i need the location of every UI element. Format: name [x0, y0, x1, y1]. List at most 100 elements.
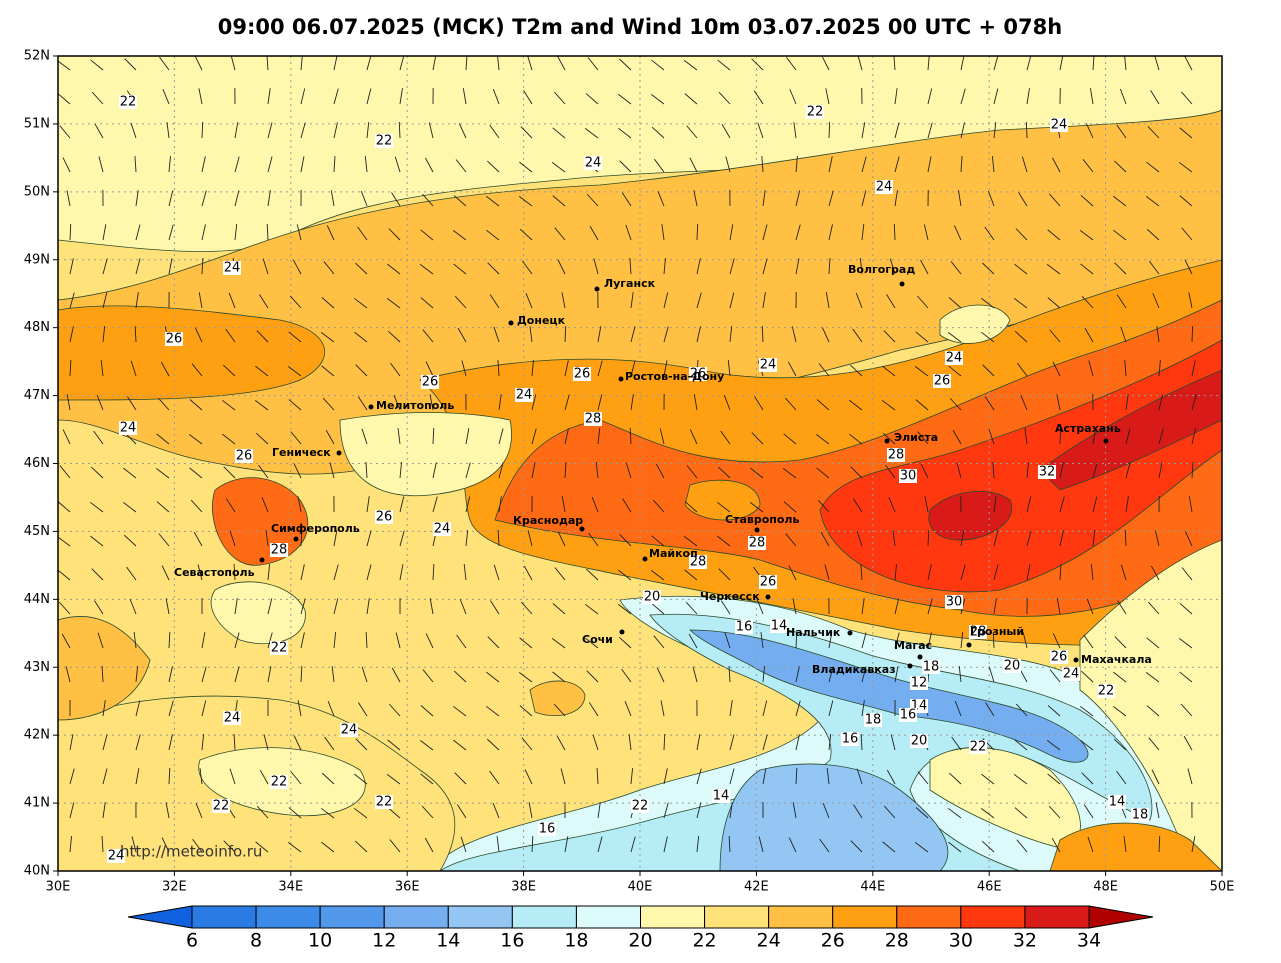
- wind-barb: [69, 292, 75, 309]
- contour-label: 20: [911, 734, 928, 749]
- wind-barb: [852, 328, 863, 343]
- wind-barb: [993, 564, 999, 581]
- wind-barb: [198, 88, 203, 105]
- wind-barb: [762, 768, 767, 785]
- wind-barb: [398, 121, 401, 139]
- city-dot: [966, 642, 972, 648]
- city-dot: [259, 557, 265, 563]
- wind-barb: [760, 632, 764, 649]
- wind-barb: [696, 768, 702, 785]
- wind-barb: [354, 773, 368, 785]
- wind-barb: [1015, 228, 1028, 241]
- wind-barb: [492, 88, 500, 105]
- wind-barb: [956, 462, 962, 479]
- wind-barb: [234, 598, 238, 615]
- contour-label: 16: [842, 732, 859, 747]
- wind-barb: [1150, 90, 1160, 105]
- contour-label-bg: [910, 676, 928, 690]
- wind-barb: [1116, 770, 1127, 785]
- wind-barb: [618, 127, 632, 139]
- wind-barb: [1081, 295, 1094, 309]
- wind-barb: [94, 123, 104, 139]
- wind-barb: [729, 802, 733, 819]
- wind-barb: [1114, 160, 1127, 173]
- wind-barb: [1080, 705, 1094, 717]
- wind-barb: [729, 700, 733, 717]
- wind-barb: [1013, 774, 1028, 785]
- contour-label: 14: [771, 619, 788, 634]
- contour-label-bg: [1050, 118, 1068, 132]
- colorbar-box: [768, 905, 834, 929]
- wind-barb: [168, 767, 171, 785]
- wind-barb: [168, 190, 174, 207]
- wind-barb: [950, 261, 962, 275]
- wind-barb: [795, 767, 798, 785]
- wind-barb: [300, 122, 306, 139]
- wind-barb: [856, 530, 863, 547]
- wind-barb: [754, 396, 764, 411]
- wind-barb: [651, 535, 665, 547]
- wind-barb: [653, 635, 665, 649]
- wind-barb: [1125, 496, 1129, 513]
- wind-barb: [795, 156, 798, 173]
- wind-barb: [894, 122, 900, 139]
- wind-barb: [1145, 195, 1160, 207]
- wind-barb: [850, 840, 863, 853]
- wind-barb: [729, 258, 735, 275]
- wind-barb: [333, 122, 338, 139]
- wind-barb: [102, 700, 106, 717]
- lat-tick-label: 44N: [24, 592, 50, 607]
- wind-barb: [795, 734, 800, 751]
- wind-barb: [199, 768, 203, 785]
- wind-barb: [69, 768, 75, 785]
- wind-barb: [518, 195, 533, 207]
- wind-barb: [135, 224, 141, 241]
- city-dot: [917, 654, 923, 660]
- wind-barb: [234, 122, 239, 139]
- wind-barb: [860, 733, 863, 751]
- wind-barb: [155, 468, 170, 479]
- city-label: Черкесск: [700, 590, 760, 603]
- wind-barb: [894, 88, 898, 105]
- contour-label-bg: [584, 412, 602, 426]
- wind-barb: [399, 530, 405, 547]
- contour-label: 18: [923, 660, 940, 675]
- wind-barb: [1016, 703, 1028, 717]
- contour-label: 18: [865, 713, 882, 728]
- wind-barb: [69, 359, 72, 377]
- wind-barb: [1125, 428, 1131, 445]
- wind-barb: [267, 666, 272, 683]
- wind-barb: [321, 841, 335, 853]
- wind-barb: [980, 807, 995, 819]
- wind-barb: [625, 224, 632, 241]
- wind-barb: [927, 632, 932, 649]
- wind-barb: [920, 259, 929, 275]
- wind-barb: [102, 326, 106, 343]
- wind-barb: [1116, 124, 1127, 139]
- wind-barb: [96, 394, 104, 411]
- wind-barb: [663, 733, 666, 751]
- contour-label-bg: [748, 536, 766, 550]
- wind-barb: [597, 326, 602, 343]
- wind-barb: [393, 395, 401, 411]
- wind-barb: [1049, 193, 1061, 207]
- wind-barb: [927, 564, 932, 581]
- wind-barb: [366, 496, 370, 513]
- contour-label: 24: [108, 849, 125, 864]
- wind-barb: [1191, 360, 1196, 377]
- wind-barb: [795, 631, 798, 649]
- wind-barb: [948, 841, 962, 853]
- wind-barb: [521, 737, 533, 751]
- wind-barb: [552, 195, 566, 207]
- wind-barb: [429, 598, 434, 615]
- wind-barb: [981, 331, 995, 343]
- wind-barb: [1158, 394, 1164, 411]
- city-label: Луганск: [604, 277, 656, 290]
- wind-barb: [327, 700, 335, 717]
- wind-barb: [947, 807, 962, 819]
- wind-barb: [564, 836, 569, 853]
- contour-label: 24: [224, 711, 241, 726]
- wind-barb: [1113, 229, 1127, 241]
- wind-barb: [882, 365, 896, 377]
- wind-barb: [718, 91, 731, 105]
